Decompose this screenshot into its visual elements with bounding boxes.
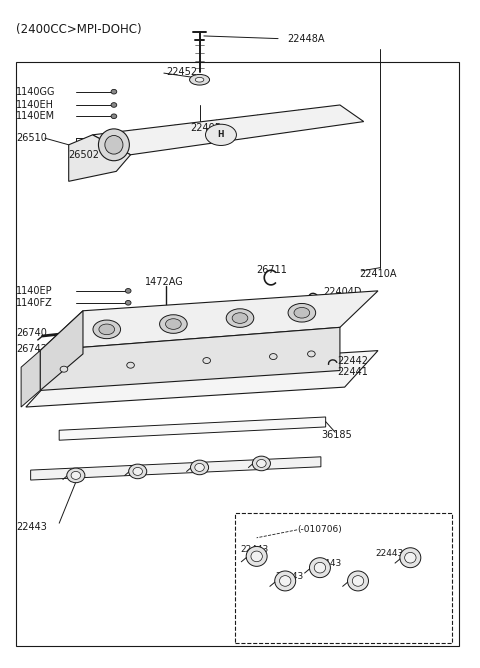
Ellipse shape xyxy=(111,114,117,119)
Polygon shape xyxy=(69,135,131,181)
Text: 1140EH: 1140EH xyxy=(16,100,54,110)
Ellipse shape xyxy=(269,353,277,359)
Polygon shape xyxy=(31,457,321,480)
Polygon shape xyxy=(40,311,83,390)
Text: 22443: 22443 xyxy=(376,548,404,558)
Text: 26721: 26721 xyxy=(114,328,145,337)
Polygon shape xyxy=(93,105,364,155)
Ellipse shape xyxy=(348,571,369,591)
Ellipse shape xyxy=(129,464,147,479)
Ellipse shape xyxy=(195,464,204,472)
Text: 22405: 22405 xyxy=(190,123,221,133)
Polygon shape xyxy=(40,291,378,351)
Text: 1140GG: 1140GG xyxy=(16,87,56,97)
Ellipse shape xyxy=(71,472,81,480)
Text: 1140FZ: 1140FZ xyxy=(16,298,53,308)
Ellipse shape xyxy=(314,562,325,573)
Ellipse shape xyxy=(251,551,263,562)
Ellipse shape xyxy=(190,74,210,85)
Text: (2400CC>MPI-DOHC): (2400CC>MPI-DOHC) xyxy=(16,23,142,36)
Ellipse shape xyxy=(125,301,131,305)
Ellipse shape xyxy=(159,315,187,333)
Ellipse shape xyxy=(99,324,115,335)
Text: H: H xyxy=(218,130,224,140)
Text: 22442: 22442 xyxy=(337,355,369,365)
Ellipse shape xyxy=(310,558,330,578)
Text: 22443: 22443 xyxy=(16,522,47,532)
Text: 26740: 26740 xyxy=(16,328,47,337)
Ellipse shape xyxy=(352,576,364,587)
Ellipse shape xyxy=(205,124,237,146)
Ellipse shape xyxy=(98,129,130,161)
Ellipse shape xyxy=(308,351,315,357)
Text: 26510: 26510 xyxy=(16,133,47,143)
Text: (-010706): (-010706) xyxy=(297,525,342,534)
Text: 22443: 22443 xyxy=(276,572,304,580)
Polygon shape xyxy=(26,351,378,407)
Text: 36185: 36185 xyxy=(321,430,352,440)
Ellipse shape xyxy=(232,313,248,323)
Ellipse shape xyxy=(279,576,291,587)
Text: 22404D: 22404D xyxy=(323,287,362,297)
Ellipse shape xyxy=(111,103,117,108)
Text: 1140EP: 1140EP xyxy=(16,286,53,296)
Text: 22452: 22452 xyxy=(166,67,197,77)
Text: 1140EM: 1140EM xyxy=(16,112,56,122)
Ellipse shape xyxy=(405,552,416,563)
Polygon shape xyxy=(21,351,40,407)
Ellipse shape xyxy=(105,136,123,154)
Ellipse shape xyxy=(226,309,254,327)
Ellipse shape xyxy=(67,468,85,483)
Ellipse shape xyxy=(294,307,310,318)
Ellipse shape xyxy=(252,456,270,471)
Ellipse shape xyxy=(275,571,296,591)
Ellipse shape xyxy=(166,319,181,329)
Ellipse shape xyxy=(288,303,316,322)
Ellipse shape xyxy=(127,362,134,368)
Bar xyxy=(16,62,459,646)
Text: 22443: 22443 xyxy=(314,558,342,568)
Ellipse shape xyxy=(257,460,266,468)
Text: 26742: 26742 xyxy=(16,343,48,353)
Ellipse shape xyxy=(400,548,421,568)
Ellipse shape xyxy=(246,546,267,566)
Text: 22410A: 22410A xyxy=(359,269,396,279)
Text: 22448A: 22448A xyxy=(288,33,325,43)
Ellipse shape xyxy=(133,468,143,476)
Ellipse shape xyxy=(125,289,131,293)
Bar xyxy=(235,513,452,643)
Ellipse shape xyxy=(191,460,209,475)
Text: 22441: 22441 xyxy=(337,367,369,377)
Text: 1472AG: 1472AG xyxy=(145,277,183,287)
Text: 22443: 22443 xyxy=(240,545,268,554)
Text: 26711: 26711 xyxy=(257,265,288,275)
Ellipse shape xyxy=(93,320,120,339)
Ellipse shape xyxy=(111,90,117,94)
Polygon shape xyxy=(59,417,325,440)
Text: 26502: 26502 xyxy=(69,150,100,160)
Ellipse shape xyxy=(195,77,204,82)
Ellipse shape xyxy=(203,357,211,363)
Polygon shape xyxy=(40,327,340,390)
Ellipse shape xyxy=(60,366,68,372)
